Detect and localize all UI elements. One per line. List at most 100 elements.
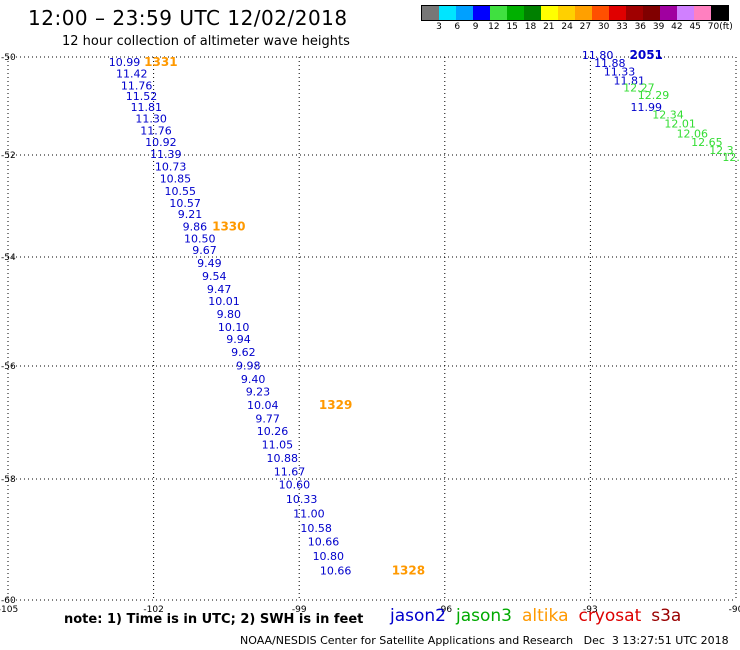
swh-value-label: 11.30 xyxy=(135,113,167,126)
swh-value-label: 10.85 xyxy=(160,173,192,186)
swh-value-label: 12.06 xyxy=(677,127,709,140)
legend-tick-label: 42 xyxy=(671,22,683,32)
lon-tick-label: -93 xyxy=(583,605,598,615)
satellite-label: altika xyxy=(522,606,569,626)
swh-value-label: 11.99 xyxy=(630,101,662,114)
swh-value-label: 9.98 xyxy=(236,359,261,372)
swh-value-label: 10.58 xyxy=(300,522,332,535)
satellite-legend: jason2 jason3 altika cryosat s3a xyxy=(390,606,681,626)
swh-value-label: 10.57 xyxy=(169,197,201,210)
legend-tick-label: 45 xyxy=(689,22,701,32)
swh-value-label: 10.66 xyxy=(320,565,352,578)
legend-tick-label: 21 xyxy=(543,22,555,32)
swh-value-label: 11.00 xyxy=(293,508,325,521)
legend-swatch xyxy=(660,6,677,20)
swh-value-label: 10.50 xyxy=(184,233,216,246)
legend-swatch xyxy=(490,6,507,20)
swh-value-label: 10.10 xyxy=(218,321,250,334)
swh-value-label: 9.54 xyxy=(202,270,227,283)
swh-value-label: 10.73 xyxy=(155,160,187,173)
swh-value-label: 10.26 xyxy=(257,425,289,438)
legend-tick-label: 6 xyxy=(454,22,461,32)
satellite-label: cryosat xyxy=(578,606,642,626)
legend-tick-label: 27 xyxy=(579,22,592,32)
legend-swatch xyxy=(643,6,660,20)
legend-swatch xyxy=(473,6,490,20)
swh-value-label: 11.39 xyxy=(150,148,182,161)
legend-swatch xyxy=(626,6,643,20)
swh-value-label: 10.33 xyxy=(286,493,318,506)
legend-swatch xyxy=(439,6,456,20)
legend-tick-label: 3 xyxy=(436,22,442,32)
legend-tick-label: 24 xyxy=(561,22,573,32)
swh-value-label: 10.80 xyxy=(313,550,345,563)
lat-tick-label: -54 xyxy=(1,253,16,263)
swh-value-label: 11.81 xyxy=(613,74,645,87)
swh-value-label: 11.76 xyxy=(140,124,172,137)
swh-value-label: 12. xyxy=(722,151,740,164)
swh-value-label: 11.88 xyxy=(594,57,626,70)
legend-swatch xyxy=(558,6,575,20)
swh-value-label: 9.67 xyxy=(192,244,217,257)
time-label: 2051 xyxy=(630,48,663,62)
legend-swatch xyxy=(677,6,694,20)
swh-value-label: 10.99 xyxy=(109,56,141,69)
swh-value-label: 12.65 xyxy=(691,136,723,149)
lon-tick-label: -105 xyxy=(0,605,18,615)
satellite-label: jason2 xyxy=(390,606,446,626)
swh-value-label: 11.81 xyxy=(131,101,163,114)
time-label: 1328 xyxy=(392,564,425,578)
swh-value-label: 9.49 xyxy=(197,257,222,270)
legend-tick-label: 39 xyxy=(652,22,665,32)
swh-value-label: 10.01 xyxy=(208,295,240,308)
color-legend: 3 6 9 12 15 18 21 24 27 30 33 36 39 42 45 70 (ft) xyxy=(421,5,733,32)
legend-tick-label: 33 xyxy=(616,22,628,32)
swh-value-label: 10.66 xyxy=(308,536,340,549)
legend-tick-label: 18 xyxy=(524,22,537,32)
lon-tick-label: -102 xyxy=(143,605,163,615)
legend-tick-label: 9 xyxy=(472,22,479,32)
lon-tick-label: -96 xyxy=(437,605,452,615)
page-title: 12:00 – 23:59 UTC 12/02/2018 xyxy=(28,6,348,30)
legend-swatch xyxy=(694,6,711,20)
page-subtitle: 12 hour collection of altimeter wave hei… xyxy=(62,34,350,49)
swh-value-label: 11.52 xyxy=(126,90,158,103)
swh-value-label: 9.86 xyxy=(183,220,208,233)
legend-tick-label: 12 xyxy=(488,22,500,32)
swh-value-label: 9.77 xyxy=(255,413,280,426)
swh-value-label: 11.42 xyxy=(116,68,148,81)
legend-swatch xyxy=(711,6,728,20)
time-label: 1329 xyxy=(319,398,352,412)
swh-value-label: 12.3 xyxy=(709,144,734,157)
satellite-label: s3a xyxy=(651,606,682,626)
legend-swatch xyxy=(541,6,558,20)
legend-swatches xyxy=(421,5,729,21)
lat-tick-label: -58 xyxy=(1,475,16,485)
swh-value-label: 9.62 xyxy=(231,346,256,359)
lat-tick-label: -60 xyxy=(1,596,16,606)
lat-tick-label: -50 xyxy=(1,53,16,63)
legend-swatch xyxy=(575,6,592,20)
lat-tick-label: -56 xyxy=(1,362,16,372)
swh-value-label: 9.23 xyxy=(246,385,271,398)
legend-swatch xyxy=(456,6,473,20)
lon-tick-label: -99 xyxy=(292,605,307,615)
legend-tick-label: 30 xyxy=(597,22,610,32)
swh-value-label: 10.55 xyxy=(165,185,197,198)
note-text: note: 1) Time is in UTC; 2) SWH is in fe… xyxy=(64,612,364,627)
swh-value-label: 11.05 xyxy=(262,438,294,451)
swh-value-label: 9.21 xyxy=(178,208,203,221)
time-label: 1331 xyxy=(144,55,177,69)
swh-value-label: 9.40 xyxy=(241,373,266,386)
swh-value-label: 10.60 xyxy=(279,479,311,492)
swh-value-label: 11.33 xyxy=(604,66,636,79)
lat-tick-label: -52 xyxy=(1,151,16,161)
legend-swatch xyxy=(422,6,439,20)
swh-value-label: 9.47 xyxy=(207,283,232,296)
swh-value-label: 11.76 xyxy=(121,79,153,92)
satellite-label: jason3 xyxy=(456,606,512,626)
swh-value-label: 12.01 xyxy=(664,118,696,131)
swh-value-label: 10.92 xyxy=(145,136,177,149)
